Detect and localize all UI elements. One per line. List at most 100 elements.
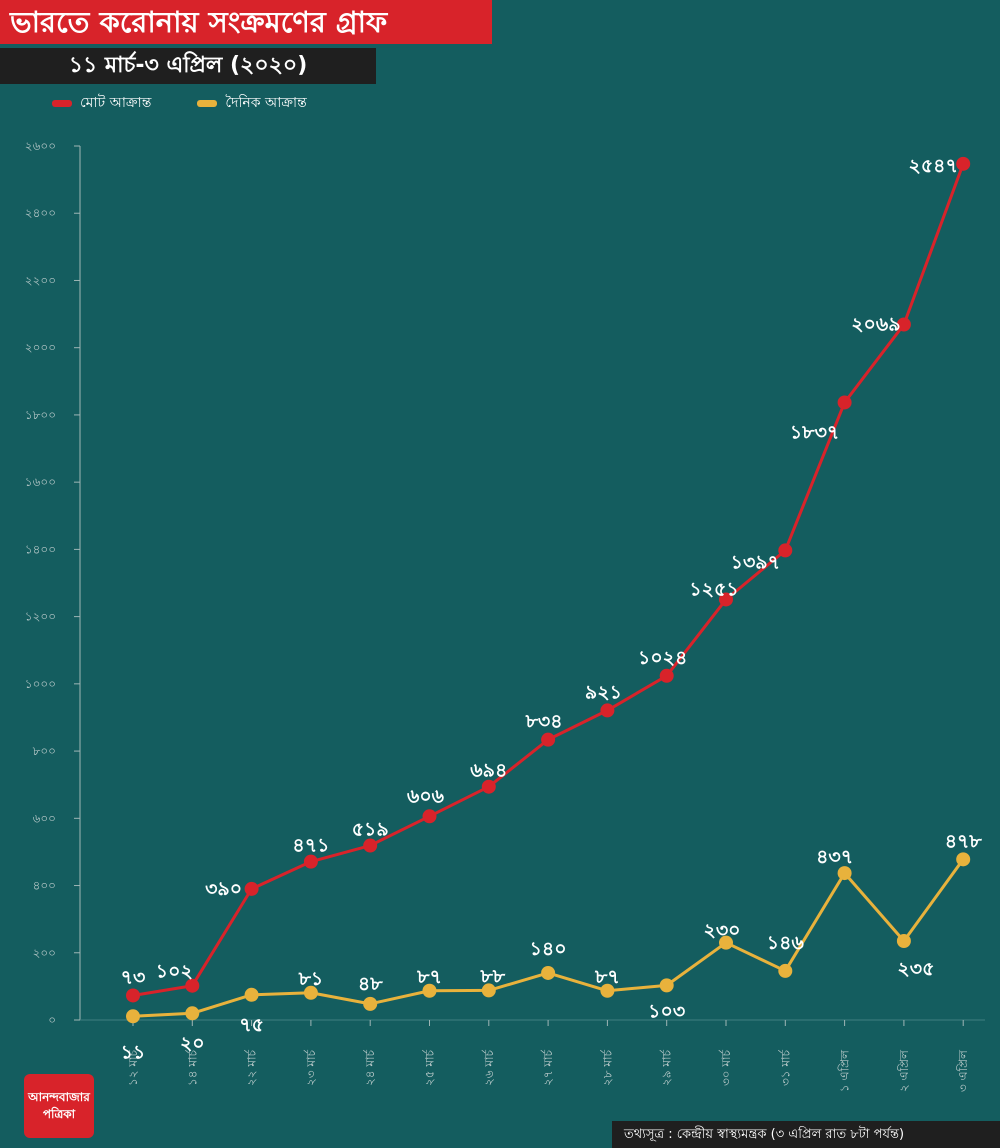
x-tick-label: ২৫ মার্চ bbox=[423, 1049, 437, 1086]
legend-label-daily: দৈনিক আক্রান্ত bbox=[225, 95, 307, 111]
daily-cases-data-label: ৪৮ bbox=[358, 973, 383, 995]
total-cases-data-label: ৫১৯ bbox=[352, 819, 389, 841]
daily-cases-point bbox=[303, 985, 318, 1000]
daily-cases-data-label: ১১ bbox=[121, 1041, 146, 1063]
total-cases-data-label: ১৩৯৭ bbox=[731, 551, 780, 573]
x-tick-label: ১ এপ্রিল bbox=[838, 1049, 852, 1092]
total-cases-data-label: ১০২ bbox=[156, 961, 193, 983]
total-cases-data-label: ৬০৬ bbox=[407, 785, 445, 807]
daily-cases-data-label: ৮৭ bbox=[416, 966, 442, 988]
total-cases-point bbox=[481, 779, 496, 794]
total-cases-data-label: ৩৯০ bbox=[205, 878, 242, 900]
legend-item-total: মোট আক্রান্ত bbox=[52, 91, 151, 115]
x-tick-label: ৩১ মার্চ bbox=[778, 1049, 792, 1086]
y-tick-label: ২০০০ bbox=[25, 341, 56, 355]
total-cases-data-label: ৬৯৪ bbox=[470, 760, 507, 782]
total-cases-data-label: ১০২৪ bbox=[638, 647, 687, 669]
y-tick-label: ৬০০ bbox=[33, 811, 56, 825]
y-tick-label: ১২০০ bbox=[25, 610, 56, 624]
legend-label-total: মোট আক্রান্ত bbox=[80, 95, 152, 111]
total-cases-point bbox=[659, 668, 674, 683]
date-range-subtitle: ১১ মার্চ-৩ এপ্রিল (২০২০) bbox=[0, 48, 376, 84]
legend-swatch-total bbox=[52, 99, 72, 107]
total-cases-data-label: ২৫৪৭ bbox=[909, 155, 958, 177]
total-cases-data-label: ১৮৩৭ bbox=[790, 421, 839, 443]
daily-cases-point bbox=[896, 934, 911, 949]
daily-cases-data-label: ৪৩৭ bbox=[816, 846, 853, 868]
y-tick-label: ২৬০০ bbox=[25, 139, 56, 153]
daily-cases-point bbox=[363, 996, 378, 1011]
daily-cases-point bbox=[126, 1009, 140, 1024]
y-tick-label: ৮০০ bbox=[33, 744, 56, 758]
total-cases-data-label: ৮৩৪ bbox=[525, 711, 563, 733]
total-cases-point bbox=[719, 592, 733, 607]
daily-cases-point bbox=[481, 983, 496, 998]
y-tick-label: ১৮০০ bbox=[25, 408, 56, 422]
x-tick-label: ২৯ মার্চ bbox=[660, 1049, 674, 1086]
x-tick-label: ৩ এপ্রিল bbox=[956, 1049, 970, 1092]
daily-cases-data-label: ২৩৫ bbox=[897, 958, 934, 980]
total-cases-data-label: ১২৫১ bbox=[689, 578, 738, 600]
daily-cases-data-label: ২৩০ bbox=[703, 920, 740, 942]
daily-cases-data-label: ১৪৬ bbox=[767, 932, 805, 954]
daily-cases-data-label: ৭৫ bbox=[239, 1014, 264, 1036]
legend-swatch-daily bbox=[197, 99, 218, 107]
x-tick-label: ২২ মার্চ bbox=[245, 1049, 259, 1086]
total-cases-point bbox=[422, 809, 437, 824]
y-tick-label: ২০০ bbox=[33, 946, 56, 960]
total-cases-point bbox=[600, 703, 615, 718]
daily-cases-data-label: ৮৭ bbox=[594, 966, 620, 988]
y-tick-label: ২২০০ bbox=[25, 273, 56, 287]
daily-cases-data-label: ১৪০ bbox=[530, 938, 567, 960]
total-cases-point bbox=[244, 881, 259, 896]
x-tick-label: ২ এপ্রিল bbox=[897, 1049, 911, 1092]
total-cases-point bbox=[126, 988, 140, 1003]
x-tick-label: ২৮ মার্চ bbox=[600, 1049, 614, 1086]
total-cases-data-label: ৭৩ bbox=[121, 966, 146, 988]
daily-cases-point bbox=[719, 935, 733, 950]
total-cases-point bbox=[837, 395, 852, 410]
total-cases-data-label: ২০৬৯ bbox=[851, 313, 900, 335]
x-tick-label: ২৩ মার্চ bbox=[304, 1049, 318, 1086]
total-cases-point bbox=[363, 838, 378, 853]
daily-cases-data-label: ২০ bbox=[180, 1032, 205, 1054]
source-note: তথ্যসূত্র : কেন্দ্রীয় স্বাস্থ্যমন্ত্রক … bbox=[612, 1121, 1000, 1148]
daily-cases-point bbox=[541, 965, 556, 980]
daily-cases-point bbox=[185, 1006, 200, 1021]
total-cases-data-label: ৯২১ bbox=[585, 681, 622, 703]
x-tick-label: ৩০ মার্চ bbox=[719, 1049, 733, 1086]
total-cases-point bbox=[956, 156, 971, 171]
x-tick-label: ১৪ মার্চ bbox=[185, 1049, 199, 1086]
x-tick-label: ২৪ মার্চ bbox=[363, 1049, 377, 1086]
y-tick-label: ১৬০০ bbox=[25, 475, 56, 489]
y-tick-label: ১৪০০ bbox=[25, 542, 56, 556]
legend-item-daily: দৈনিক আক্রান্ত bbox=[197, 91, 307, 115]
total-cases-point bbox=[303, 854, 318, 869]
daily-cases-point bbox=[778, 963, 793, 978]
daily-cases-point bbox=[837, 866, 852, 881]
daily-cases-point bbox=[956, 852, 971, 867]
daily-cases-data-label: ১০৩ bbox=[648, 1000, 685, 1022]
page-title: ভারতে করোনায় সংক্রমণের গ্রাফ bbox=[0, 0, 492, 44]
daily-cases-point bbox=[659, 978, 674, 993]
daily-cases-data-label: ৪৭৮ bbox=[945, 830, 983, 852]
total-cases-point bbox=[778, 543, 793, 558]
x-tick-label: ২৭ মার্চ bbox=[541, 1049, 555, 1086]
y-tick-label: ১০০০ bbox=[25, 677, 56, 691]
daily-cases-data-label: ৮১ bbox=[298, 968, 324, 990]
logo-line-2: পত্রিকা bbox=[42, 1107, 76, 1121]
daily-cases-point bbox=[244, 987, 259, 1002]
x-tick-label: ২৬ মার্চ bbox=[482, 1049, 496, 1086]
total-cases-point bbox=[541, 732, 556, 747]
publisher-logo: আনন্দবাজার পত্রিকা bbox=[24, 1074, 94, 1138]
total-cases-point bbox=[185, 978, 200, 993]
total-cases-data-label: ৪৭১ bbox=[292, 835, 329, 857]
y-tick-label: ০ bbox=[48, 1013, 56, 1027]
total-cases-point bbox=[896, 317, 911, 332]
legend: মোট আক্রান্ত দৈনিক আক্রান্ত bbox=[52, 92, 353, 114]
y-tick-label: ৪০০ bbox=[33, 879, 56, 893]
daily-cases-data-label: ৮৮ bbox=[479, 965, 505, 987]
x-tick-label: ১২ মার্চ bbox=[126, 1049, 140, 1086]
logo-line-1: আনন্দবাজার bbox=[28, 1090, 90, 1104]
